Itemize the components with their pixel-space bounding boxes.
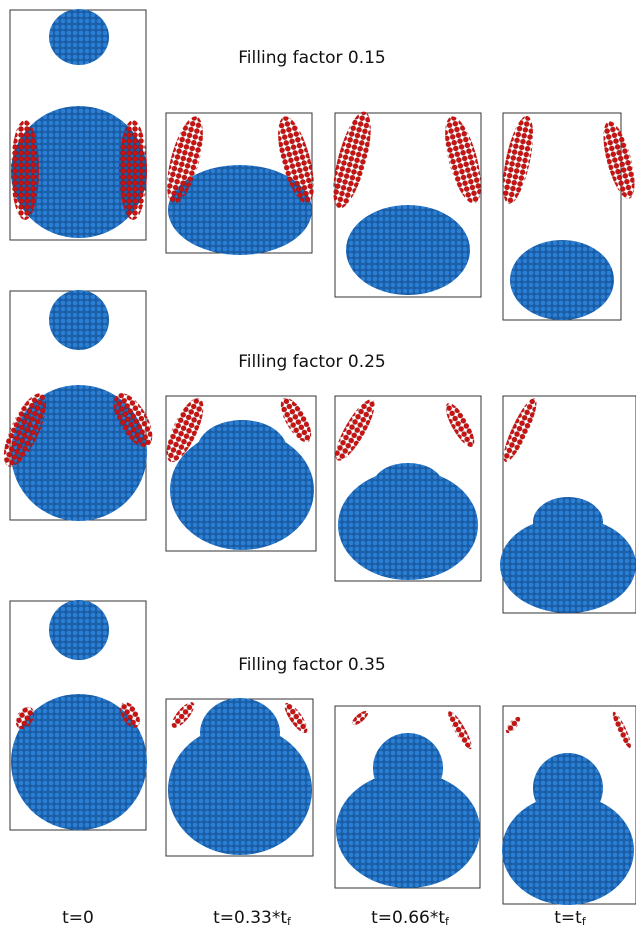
panel	[335, 706, 480, 888]
label-main: t=0	[62, 908, 94, 928]
red-particles	[504, 715, 523, 735]
label-main: t=0.66*t	[371, 908, 445, 928]
particle-blob	[373, 463, 443, 507]
column-label: t=0.33*tf	[213, 908, 292, 928]
particle-blob	[197, 420, 287, 480]
red-particles	[350, 709, 370, 728]
label-subscript: f	[582, 915, 587, 928]
red-particles	[326, 108, 379, 212]
panel	[166, 698, 313, 856]
red-particles	[281, 700, 311, 736]
row-title: Filling factor 0.25	[238, 352, 385, 372]
particle-blob	[510, 240, 614, 320]
red-particles	[445, 708, 476, 751]
panel	[10, 600, 147, 830]
red-particles	[597, 118, 636, 201]
row-title: Filling factor 0.35	[238, 655, 385, 675]
particle-blob	[200, 698, 280, 768]
red-particles	[329, 395, 381, 466]
label-subscript: f	[445, 915, 450, 928]
panel	[498, 395, 636, 613]
row-title: Filling factor 0.15	[238, 48, 385, 68]
red-particles	[11, 120, 39, 220]
panel	[326, 108, 489, 297]
panel	[502, 706, 636, 905]
panel	[0, 290, 160, 521]
label-main: t=0.33*t	[213, 908, 287, 928]
particle-blob	[49, 290, 109, 350]
particle-blob	[373, 733, 443, 803]
particle-blob	[533, 753, 603, 823]
particle-blob	[49, 600, 109, 660]
red-particles	[610, 710, 634, 750]
label-main: t=t	[554, 908, 582, 928]
particle-blob	[49, 9, 109, 65]
panel	[329, 395, 481, 581]
column-label: t=0	[62, 908, 94, 928]
figure: Filling factor 0.15 Filling factor 0.25 Fi…	[0, 0, 636, 931]
red-particles	[441, 399, 480, 450]
panel	[10, 9, 147, 240]
panel	[497, 113, 636, 320]
red-particles	[498, 395, 542, 465]
red-particles	[119, 120, 147, 220]
particle-blob	[346, 205, 470, 295]
label-subscript: f	[287, 915, 292, 928]
column-label: t=tf	[554, 908, 587, 928]
panel	[159, 393, 317, 551]
panel	[160, 113, 321, 255]
column-label: t=0.66*tf	[371, 908, 450, 928]
page: {"rows": [ {"title": "Filling factor 0.1…	[0, 0, 636, 931]
red-particles	[168, 699, 198, 731]
particle-blob	[533, 497, 603, 547]
